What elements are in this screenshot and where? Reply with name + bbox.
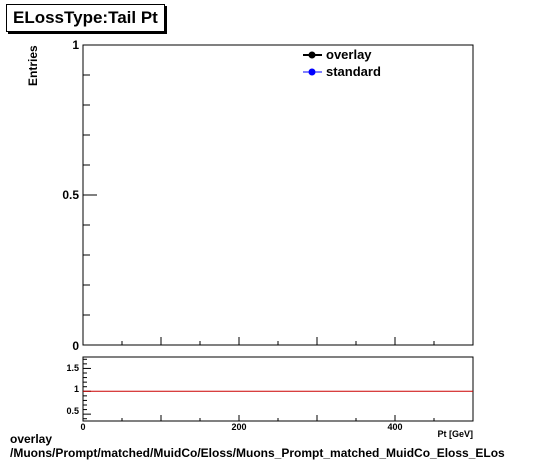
main-plot-frame xyxy=(82,44,474,346)
legend-label-standard: standard xyxy=(326,64,381,79)
legend-marker-overlay xyxy=(308,51,316,59)
x-tick-label-0: 0 xyxy=(80,422,85,432)
y-tick-label-0: 0 xyxy=(72,339,79,353)
chart-title: ELossType:Tail Pt xyxy=(6,4,165,32)
legend-marker-standard xyxy=(308,68,316,76)
y-tick-label-1: 1 xyxy=(72,38,79,52)
ratio-plot-frame xyxy=(82,356,474,422)
ratio-y-tick-label-1.5: 1.5 xyxy=(66,363,79,373)
ratio-y-ticks xyxy=(83,358,91,420)
y-tick-label-0.5: 0.5 xyxy=(62,188,79,202)
main-y-ticks xyxy=(83,44,97,346)
x-tick-label-200: 200 xyxy=(231,422,246,432)
x-tick-label-400: 400 xyxy=(387,422,402,432)
ratio-y-tick-label-1: 1 xyxy=(74,384,79,394)
legend: overlay standard xyxy=(303,47,381,79)
footer-label: overlay xyxy=(10,432,53,446)
footer-path: /Muons/Prompt/matched/MuidCo/Eloss/Muons… xyxy=(10,446,505,460)
ratio-y-tick-label-0.5: 0.5 xyxy=(66,406,79,416)
ratio-x-ticks xyxy=(82,415,474,421)
main-x-ticks xyxy=(82,337,474,345)
legend-label-overlay: overlay xyxy=(326,47,372,62)
y-axis-label: Entries xyxy=(26,45,40,86)
x-axis-label: Pt [GeV] xyxy=(437,429,473,439)
